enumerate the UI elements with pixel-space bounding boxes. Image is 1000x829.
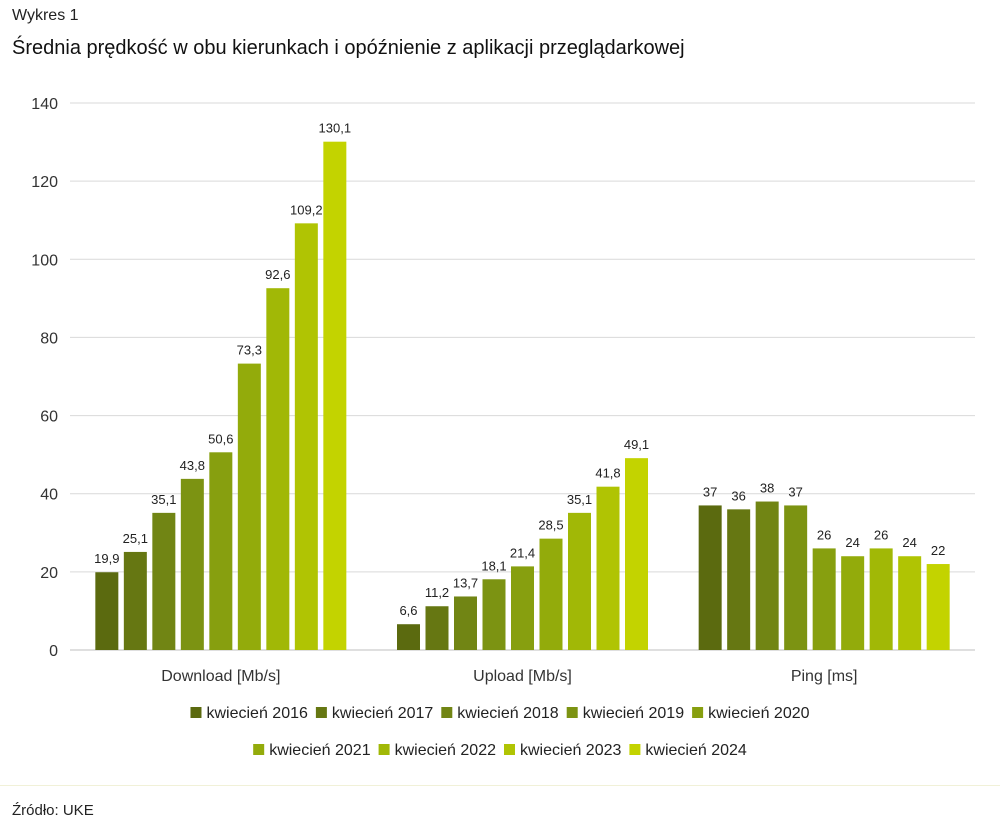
legend-swatch xyxy=(315,707,327,718)
y-tick-label: 120 xyxy=(31,174,58,191)
bar xyxy=(180,478,204,650)
bar xyxy=(841,556,865,650)
legend-swatch xyxy=(378,744,390,755)
data-label: 92,6 xyxy=(265,267,290,282)
legend-label: kwiecień 2019 xyxy=(583,705,685,722)
data-label: 35,1 xyxy=(567,492,592,507)
y-tick-label: 140 xyxy=(31,96,58,113)
bar xyxy=(727,509,751,650)
data-label: 41,8 xyxy=(595,466,620,481)
bar xyxy=(237,363,261,650)
legend-label: kwiecień 2021 xyxy=(269,742,371,759)
data-label: 43,8 xyxy=(180,458,205,473)
bottom-divider xyxy=(0,785,1000,786)
y-tick-label: 80 xyxy=(40,330,58,347)
bar xyxy=(209,452,233,650)
legend-label: kwiecień 2016 xyxy=(206,705,308,722)
legend-row: kwiecień 2021 kwiecień 2022 kwiecień 2023 k… xyxy=(253,742,747,759)
bar xyxy=(95,572,119,650)
bar xyxy=(323,141,347,650)
data-label: 50,6 xyxy=(208,431,233,446)
data-label: 21,4 xyxy=(510,545,535,560)
y-tick-label: 60 xyxy=(40,409,58,426)
bar xyxy=(294,223,318,650)
data-label: 11,2 xyxy=(425,585,449,600)
bar xyxy=(454,596,477,650)
legend-swatch xyxy=(566,707,578,718)
legend-swatch xyxy=(190,707,202,718)
legend-label: kwiecień 2018 xyxy=(457,705,559,722)
bar xyxy=(755,501,779,650)
data-label: 22 xyxy=(931,543,945,558)
x-tick-label: Download [Mb/s] xyxy=(161,668,280,685)
bar xyxy=(511,566,534,650)
legend-swatch xyxy=(629,744,641,755)
data-label: 28,5 xyxy=(538,518,563,533)
x-tick-label: Upload [Mb/s] xyxy=(473,668,572,685)
data-label: 18,1 xyxy=(481,558,506,573)
data-label: 36 xyxy=(731,488,745,503)
bar xyxy=(266,288,290,650)
data-label: 73,3 xyxy=(237,343,262,358)
legend-swatch xyxy=(692,707,704,718)
data-label: 26 xyxy=(817,527,831,542)
bar xyxy=(926,564,950,650)
bar xyxy=(596,486,620,650)
legend-swatch xyxy=(504,744,515,755)
data-label: 37 xyxy=(703,484,717,499)
data-label: 38 xyxy=(760,481,774,496)
bar xyxy=(539,538,563,650)
bar xyxy=(425,606,449,650)
bar xyxy=(152,512,176,650)
data-label: 49,1 xyxy=(624,437,649,452)
data-label: 6,6 xyxy=(399,603,417,618)
bar xyxy=(698,505,722,650)
y-tick-label: 20 xyxy=(40,565,58,582)
bar xyxy=(397,624,420,650)
data-label: 109,2 xyxy=(290,202,323,217)
data-label: 130,1 xyxy=(319,121,352,136)
data-label: 13,7 xyxy=(453,575,478,590)
legend-row: kwiecień 2016 kwiecień 2017 kwiecień 2018 k… xyxy=(190,705,810,722)
bar xyxy=(482,579,506,650)
source-note: Źródło: UKE xyxy=(12,802,94,819)
bar xyxy=(812,548,836,650)
data-label: 25,1 xyxy=(123,531,148,546)
data-label: 37 xyxy=(788,484,802,499)
y-tick-label: 40 xyxy=(40,487,58,504)
y-tick-label: 0 xyxy=(49,643,58,660)
data-label: 26 xyxy=(874,527,888,542)
bar-chart: 0 20 40 60 80 100 120 140 19,9 25,1 35,1 43,850,6 73… xyxy=(31,96,975,759)
legend-label: kwiecień 2024 xyxy=(645,742,747,759)
bar xyxy=(784,505,808,650)
bar xyxy=(625,458,648,650)
x-tick-label: Ping [ms] xyxy=(791,668,858,685)
figure-label: Wykres 1 xyxy=(12,7,79,24)
legend-label: kwiecień 2017 xyxy=(332,705,434,722)
bar xyxy=(869,548,893,650)
data-label: 24 xyxy=(902,535,916,550)
legend-label: kwiecień 2023 xyxy=(520,742,622,759)
chart-title: Średnia prędkość w obu kierunkach i opóź… xyxy=(12,37,685,59)
data-label: 24 xyxy=(845,535,859,550)
data-label: 19,9 xyxy=(94,551,119,566)
legend-swatch xyxy=(253,744,265,755)
data-label: 35,1 xyxy=(151,492,176,507)
legend-label: kwiecień 2022 xyxy=(395,742,497,759)
bar xyxy=(123,551,147,650)
bar xyxy=(568,512,591,650)
legend-label: kwiecień 2020 xyxy=(708,705,810,722)
y-tick-label: 100 xyxy=(31,252,58,269)
legend-swatch xyxy=(441,707,453,718)
bar xyxy=(898,556,922,650)
